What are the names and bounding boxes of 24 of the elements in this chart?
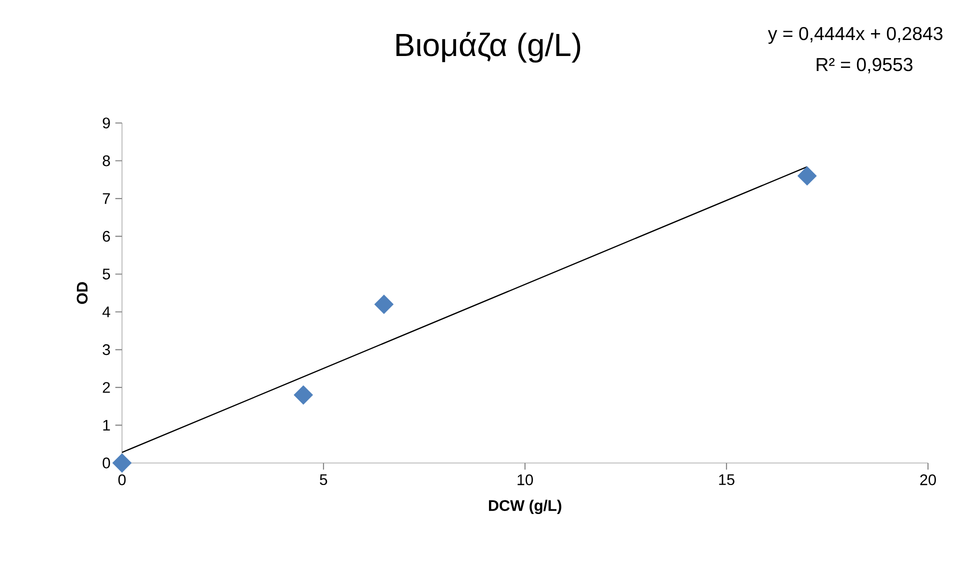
y-tick-label: 4 <box>102 306 110 318</box>
x-tick-label: 20 <box>920 474 936 486</box>
text: R² = 0,9553 <box>816 58 912 74</box>
y-tick-label: 1 <box>103 420 110 430</box>
y-tick-label: 5 <box>102 268 110 280</box>
y-axis-title: OD <box>76 282 88 304</box>
y-tick-label: 3 <box>102 344 110 356</box>
x-tick-label: 10 <box>518 474 533 486</box>
text: y = 0,4444x + 0,2843 <box>768 26 942 44</box>
point <box>798 166 817 186</box>
point <box>112 453 132 473</box>
y-tick-label: 8 <box>102 155 110 166</box>
chart-title: Βιομάζα (g/L) <box>396 32 580 63</box>
y-tick-label: 2 <box>102 382 110 393</box>
x-tick-label: 15 <box>719 474 734 486</box>
x-tick-label: 0 <box>118 474 126 486</box>
point <box>374 294 394 314</box>
y-tick-label: 6 <box>102 230 110 242</box>
y-tick-label: 9 <box>102 118 110 128</box>
y-tick-label: 7 <box>102 193 110 204</box>
y-tick-label: 0 <box>102 458 110 468</box>
point <box>294 385 313 405</box>
x-axis-title: DCW (g/L) <box>488 500 562 514</box>
x-tick-label: 5 <box>320 474 328 486</box>
